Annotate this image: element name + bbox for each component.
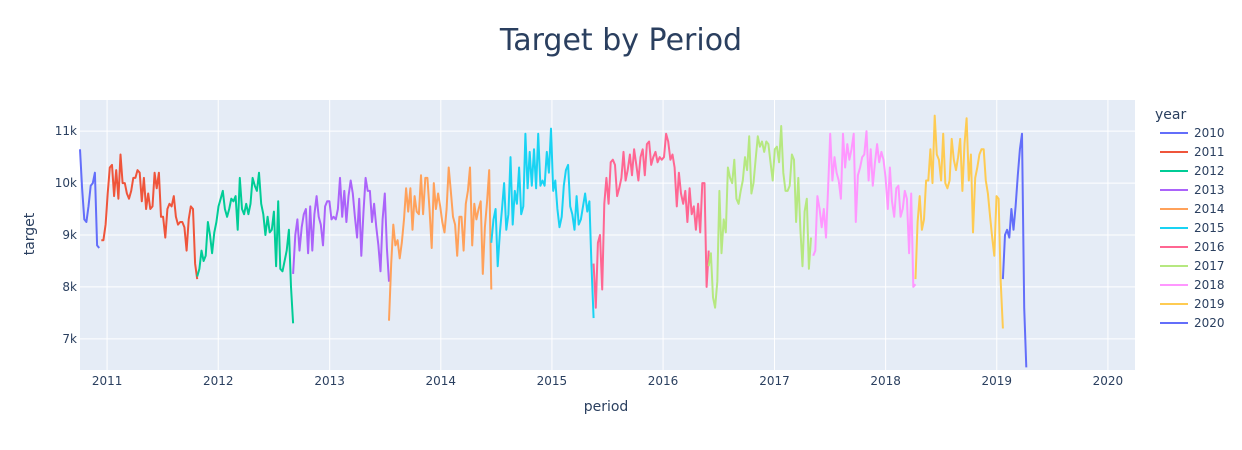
legend-item-2014[interactable]: 2014 bbox=[1160, 202, 1225, 216]
y-tick-label: 10k bbox=[55, 176, 77, 190]
x-axis-ticks: 2011 2012 2013 2014 2015 2016 2017 2018 2019 2020 bbox=[92, 374, 1123, 388]
y-axis-ticks: 7k 8k 9k 10k 11k bbox=[55, 124, 77, 346]
series-line-2013 bbox=[292, 176, 390, 282]
series-line-2020 bbox=[1001, 132, 1028, 368]
x-tick-label: 2011 bbox=[92, 374, 123, 388]
series-line-2019 bbox=[914, 114, 1004, 329]
legend-label: 2012 bbox=[1194, 164, 1225, 178]
x-tick-label: 2018 bbox=[870, 374, 901, 388]
x-axis-title: period bbox=[584, 399, 629, 415]
legend-label: 2020 bbox=[1194, 316, 1225, 330]
legend-item-2011[interactable]: 2011 bbox=[1160, 145, 1225, 159]
legend-item-2017[interactable]: 2017 bbox=[1160, 259, 1225, 273]
legend-label: 2013 bbox=[1194, 183, 1225, 197]
legend-label: 2014 bbox=[1194, 202, 1225, 216]
legend: year 20102011201220132014201520162017201… bbox=[1155, 107, 1225, 330]
chart-title: Target by Period bbox=[499, 23, 742, 58]
legend-item-2018[interactable]: 2018 bbox=[1160, 278, 1225, 292]
series-line-2016 bbox=[592, 132, 710, 309]
legend-item-2012[interactable]: 2012 bbox=[1160, 164, 1225, 178]
x-tick-label: 2014 bbox=[426, 374, 457, 388]
legend-item-2010[interactable]: 2010 bbox=[1160, 126, 1225, 140]
x-tick-label: 2020 bbox=[1093, 374, 1124, 388]
legend-label: 2016 bbox=[1194, 240, 1225, 254]
legend-item-2013[interactable]: 2013 bbox=[1160, 183, 1225, 197]
series-lines bbox=[79, 114, 1028, 368]
y-axis-title: target bbox=[22, 212, 38, 255]
x-tick-label: 2015 bbox=[537, 374, 568, 388]
legend-item-2015[interactable]: 2015 bbox=[1160, 221, 1225, 235]
legend-item-2019[interactable]: 2019 bbox=[1160, 297, 1225, 311]
series-line-2018 bbox=[812, 130, 917, 288]
legend-item-2016[interactable]: 2016 bbox=[1160, 240, 1225, 254]
series-line-2015 bbox=[490, 127, 595, 319]
y-tick-label: 9k bbox=[62, 228, 77, 242]
legend-label: 2017 bbox=[1194, 259, 1225, 273]
series-line-2011 bbox=[101, 153, 199, 280]
series-line-2012 bbox=[196, 171, 295, 324]
y-tick-label: 11k bbox=[55, 124, 77, 138]
x-tick-label: 2016 bbox=[648, 374, 679, 388]
x-tick-label: 2019 bbox=[981, 374, 1012, 388]
y-tick-label: 8k bbox=[62, 280, 77, 294]
legend-label: 2010 bbox=[1194, 126, 1225, 140]
series-line-2014 bbox=[388, 166, 493, 321]
x-tick-label: 2012 bbox=[203, 374, 234, 388]
legend-label: 2018 bbox=[1194, 278, 1225, 292]
legend-label: 2015 bbox=[1194, 221, 1225, 235]
legend-title: year bbox=[1155, 107, 1186, 123]
y-tick-label: 7k bbox=[62, 332, 77, 346]
series-line-2017 bbox=[707, 125, 812, 309]
legend-label: 2019 bbox=[1194, 297, 1225, 311]
x-tick-label: 2017 bbox=[759, 374, 790, 388]
series-line-2010 bbox=[79, 149, 100, 249]
legend-item-2020[interactable]: 2020 bbox=[1160, 316, 1225, 330]
legend-label: 2011 bbox=[1194, 145, 1225, 159]
legend-items: 2010 2011 2012 2013 2014 2015 2016 2017 2018 2019… bbox=[1160, 126, 1225, 330]
x-tick-label: 2013 bbox=[314, 374, 345, 388]
